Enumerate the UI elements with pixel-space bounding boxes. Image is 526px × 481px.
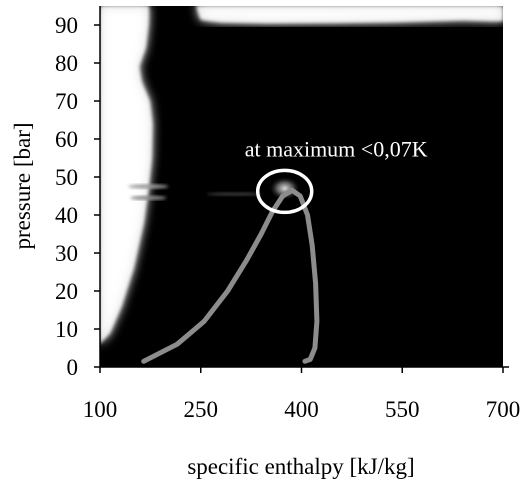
y-tick-label: 10 — [55, 317, 78, 342]
y-tick-label: 70 — [55, 89, 78, 114]
high-error-top-band — [196, 6, 503, 24]
high-error-top-band-core — [196, 6, 503, 24]
x-tick-label: 550 — [385, 397, 420, 422]
y-tick-label: 30 — [55, 241, 78, 266]
x-axis-title: specific enthalpy [kJ/kg] — [187, 454, 414, 479]
saturation-dome-line — [141, 187, 320, 364]
y-tick-label: 60 — [55, 127, 78, 152]
error-hotspot — [268, 176, 301, 201]
maximum-marker-circle — [255, 168, 314, 215]
y-tick-label: 50 — [55, 165, 78, 190]
high-error-left-band-core — [100, 6, 153, 345]
error-streak-mid — [206, 192, 263, 196]
maximum-annotation: at maximum <0,07K — [245, 136, 428, 161]
high-error-left-band — [100, 6, 153, 345]
y-tick-label: 40 — [55, 203, 78, 228]
y-tick-label: 0 — [67, 355, 79, 380]
x-tick-label: 400 — [284, 397, 319, 422]
error-streaks — [128, 184, 263, 201]
y-axis-title: pressure [bar] — [10, 122, 35, 249]
y-axis-ticks: 0 10 20 30 40 50 60 70 80 90 — [55, 13, 100, 380]
error-streak-lower — [130, 195, 167, 201]
y-tick-label: 80 — [55, 51, 78, 76]
x-axis-ticks: 100 250 400 550 700 — [83, 367, 521, 422]
plot-area: at maximum <0,07K — [100, 6, 503, 367]
y-tick-label: 90 — [55, 13, 78, 38]
x-tick-label: 700 — [486, 397, 521, 422]
error-streak-upper — [128, 184, 169, 189]
x-tick-label: 250 — [184, 397, 219, 422]
y-tick-label: 20 — [55, 279, 78, 304]
x-tick-label: 100 — [83, 397, 118, 422]
